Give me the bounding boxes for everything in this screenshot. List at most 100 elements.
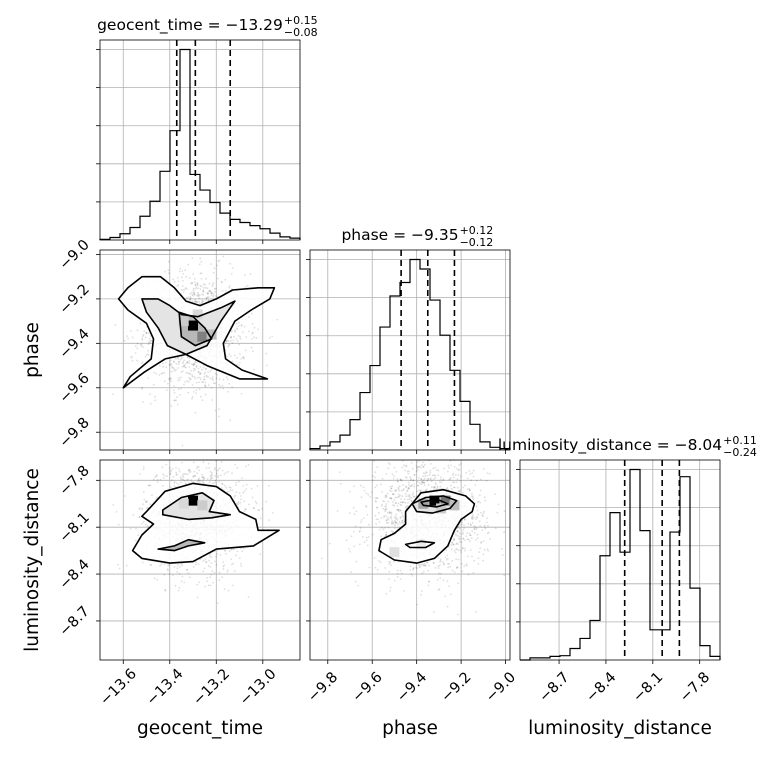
sample-point [479, 525, 482, 527]
sample-point [224, 549, 227, 552]
sample-point [437, 567, 440, 569]
sample-point [191, 293, 194, 296]
sample-point [253, 507, 256, 510]
sample-point [471, 555, 473, 558]
sample-point [398, 520, 401, 523]
sample-point [223, 588, 226, 590]
sample-point [147, 506, 149, 509]
sample-point [202, 294, 205, 296]
sample-point [482, 540, 485, 542]
sample-point [251, 338, 254, 340]
sample-point [171, 452, 173, 454]
sample-point [390, 513, 393, 515]
sample-point [432, 467, 435, 470]
sample-point [476, 516, 479, 519]
sample-point [136, 342, 139, 345]
sample-point [209, 478, 212, 481]
sample-point [170, 479, 173, 482]
sample-point [203, 373, 206, 375]
sample-point [420, 564, 423, 566]
sample-point [199, 294, 201, 297]
sample-point [210, 556, 213, 558]
sample-point [456, 567, 458, 569]
sample-point [193, 363, 196, 365]
sample-point [404, 501, 407, 504]
sample-point [138, 508, 141, 510]
sample-point [194, 475, 196, 477]
sample-point [380, 535, 383, 538]
sample-point [202, 560, 205, 562]
sample-point [184, 366, 186, 368]
sample-point [185, 372, 188, 374]
sample-point [480, 439, 482, 441]
sample-point [207, 292, 209, 295]
sample-point [230, 563, 233, 566]
sample-point [234, 329, 236, 332]
sample-point [287, 457, 289, 459]
sample-point [360, 519, 363, 521]
sample-point [477, 500, 480, 503]
sample-point [457, 549, 460, 552]
sample-point [374, 471, 377, 474]
sample-point [180, 289, 183, 291]
sample-point [235, 327, 238, 329]
sample-point [367, 536, 370, 538]
sample-point [205, 374, 208, 377]
density-fill [132, 483, 280, 564]
sample-point [462, 532, 465, 534]
sample-point [199, 288, 202, 290]
sample-point [234, 330, 237, 333]
sample-point [449, 565, 451, 568]
sample-point [386, 517, 389, 519]
sample-point [169, 378, 172, 381]
y-tick-label: −9.2 [57, 281, 93, 317]
sample-point [369, 496, 372, 498]
sample-point [236, 356, 238, 359]
sample-point [218, 383, 221, 386]
sample-point [456, 527, 459, 529]
sample-point [147, 343, 150, 345]
sample-point [203, 482, 206, 485]
sample-point [201, 381, 204, 383]
sample-point [241, 550, 244, 553]
sample-point [408, 493, 411, 496]
sample-point [191, 363, 193, 365]
sample-point [252, 506, 255, 509]
sample-point [393, 516, 396, 519]
sample-point [357, 584, 359, 587]
sample-point [256, 485, 259, 487]
sample-point [435, 469, 438, 471]
sample-point [446, 554, 449, 557]
sample-point [392, 504, 394, 506]
title-main: phase = −9.35 [341, 226, 458, 244]
sample-point [239, 337, 242, 340]
sample-point [420, 464, 423, 466]
sample-point [170, 364, 173, 367]
sample-point [336, 510, 339, 512]
sample-point [497, 503, 500, 506]
sample-point [214, 372, 217, 375]
sample-point [428, 580, 430, 583]
sample-point [215, 377, 218, 380]
sample-point [258, 509, 261, 512]
sample-point [373, 460, 376, 462]
sample-point [214, 560, 216, 563]
sample-point [380, 483, 382, 486]
sample-point [453, 539, 455, 542]
sample-point [179, 359, 182, 361]
hist2d-cell [416, 539, 427, 550]
sample-point [486, 532, 489, 535]
sample-point [420, 593, 422, 596]
sample-point [430, 486, 433, 489]
sample-point [411, 467, 414, 470]
sample-point [257, 509, 260, 511]
sample-point [185, 456, 187, 458]
sample-point [240, 323, 243, 326]
sample-point [225, 341, 228, 343]
sample-point [208, 289, 211, 292]
sample-point [396, 575, 399, 578]
sample-point [181, 461, 183, 464]
sample-point [198, 302, 201, 305]
sample-point [197, 293, 200, 296]
sample-point [195, 561, 198, 564]
